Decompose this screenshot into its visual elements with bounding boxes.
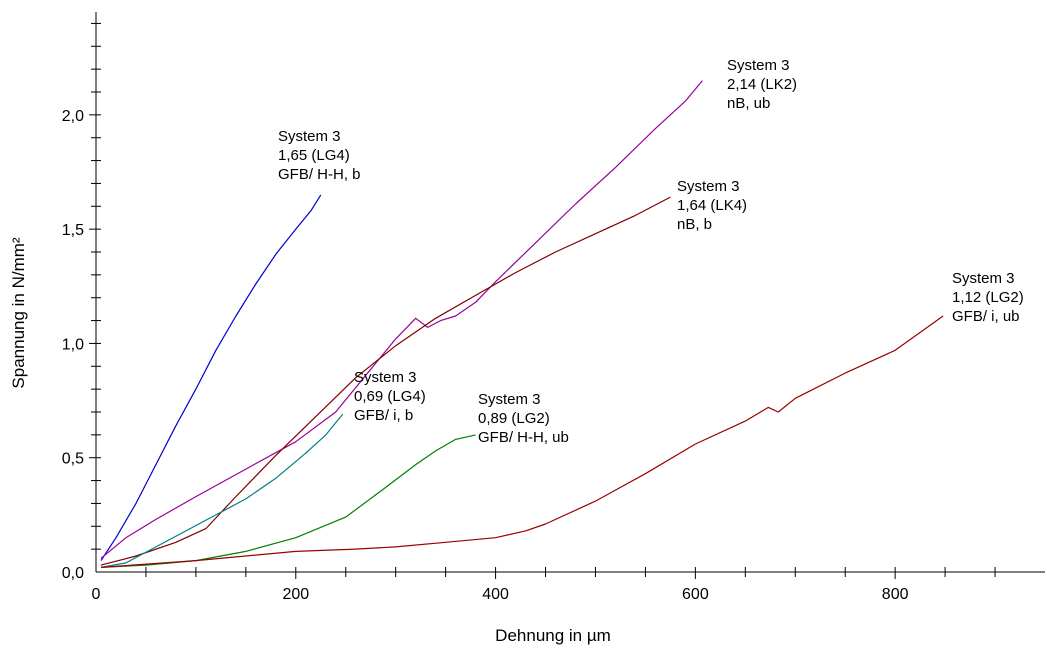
series-annotation-line: System 3 (677, 178, 740, 195)
series-annotation-line: 0,69 (LG4) (354, 388, 426, 405)
series-annotation-line: GFB/ H-H, ub (478, 429, 569, 446)
series-annotation-line: 1,64 (LK4) (677, 197, 747, 214)
series-annotation-line: System 3 (354, 369, 417, 386)
series-annotation-line: System 3 (727, 57, 790, 74)
series-annotation-line: nB, ub (727, 95, 770, 112)
series-annotation-line: System 3 (478, 391, 541, 408)
x-tick-label: 400 (482, 586, 509, 603)
x-tick-label: 200 (282, 586, 309, 603)
series-annotation-line: GFB/ i, ub (952, 308, 1020, 325)
y-tick-label: 1,5 (62, 222, 84, 239)
y-tick-label: 0,0 (62, 565, 84, 582)
series-line-6 (100, 315, 944, 568)
series-line-1 (100, 194, 322, 561)
series-annotation-line: GFB/ i, b (354, 407, 413, 424)
series-annotation-5: System 3 0,89 (LG2) GFB/ H-H, ub (478, 391, 569, 446)
x-axis-title: Dehnung in µm (495, 626, 611, 645)
series-annotation-line: 0,89 (LG2) (478, 410, 550, 427)
series-annotation-line: GFB/ H-H, b (278, 166, 361, 183)
series-annotation-line: System 3 (952, 270, 1015, 287)
series-annotation-line: 2,14 (LK2) (727, 76, 797, 93)
series-annotation-line: 1,12 (LG2) (952, 289, 1024, 306)
series-line-5 (100, 434, 476, 568)
series-annotation-1: System 3 1,65 (LG4) GFB/ H-H, b (278, 128, 361, 183)
y-tick-label: 1,0 (62, 336, 84, 353)
series-annotations: System 3 1,65 (LG4) GFB/ H-H, b System 3 2,1… (278, 57, 1024, 446)
series-annotation-line: nB, b (677, 216, 712, 233)
x-tick-label: 0 (92, 586, 101, 603)
series-annotation-4: System 3 0,69 (LG4) GFB/ i, b (354, 369, 426, 424)
y-tick-label: 2,0 (62, 108, 84, 125)
series-line-4 (100, 413, 344, 568)
x-tick-label: 600 (682, 586, 709, 603)
y-tick-label: 0,5 (62, 451, 84, 468)
x-tick-label: 800 (882, 586, 909, 603)
series-annotation-6: System 3 1,12 (LG2) GFB/ i, ub (952, 270, 1024, 325)
series-annotation-2: System 3 2,14 (LK2) nB, ub (727, 57, 797, 112)
series-annotation-line: 1,65 (LG4) (278, 147, 350, 164)
series-annotation-3: System 3 1,64 (LK4) nB, b (677, 178, 747, 233)
y-axis-title: Spannung in N/mm² (9, 237, 28, 389)
series-line-2 (100, 80, 703, 559)
axes: 0 200 400 600 800 0,0 0,5 1,0 1,5 2,0 (62, 12, 1045, 603)
plot-series (100, 80, 944, 568)
series-line-3 (100, 196, 671, 566)
series-annotation-line: System 3 (278, 128, 341, 145)
